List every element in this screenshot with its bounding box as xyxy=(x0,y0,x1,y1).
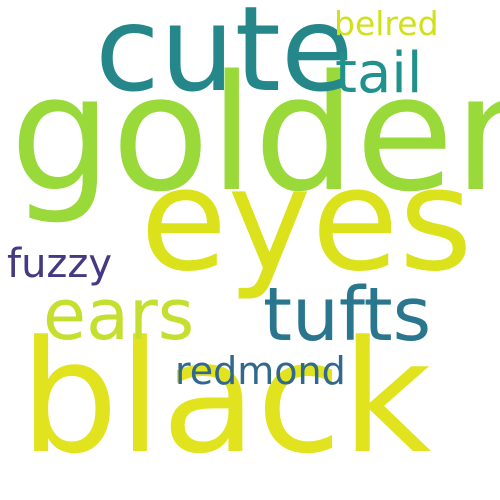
word-tufts: tufts xyxy=(263,272,432,358)
word-tail: tail xyxy=(335,41,423,106)
word-cute: cute xyxy=(95,0,354,118)
word-ears: ears xyxy=(43,274,195,356)
word-redmond: redmond xyxy=(175,349,346,393)
word-golden: golden xyxy=(10,40,500,227)
word-black: black xyxy=(20,307,432,488)
word-belred: belred xyxy=(334,4,439,43)
word-eyes: eyes xyxy=(140,138,473,303)
word-fuzzy: fuzzy xyxy=(7,241,113,287)
